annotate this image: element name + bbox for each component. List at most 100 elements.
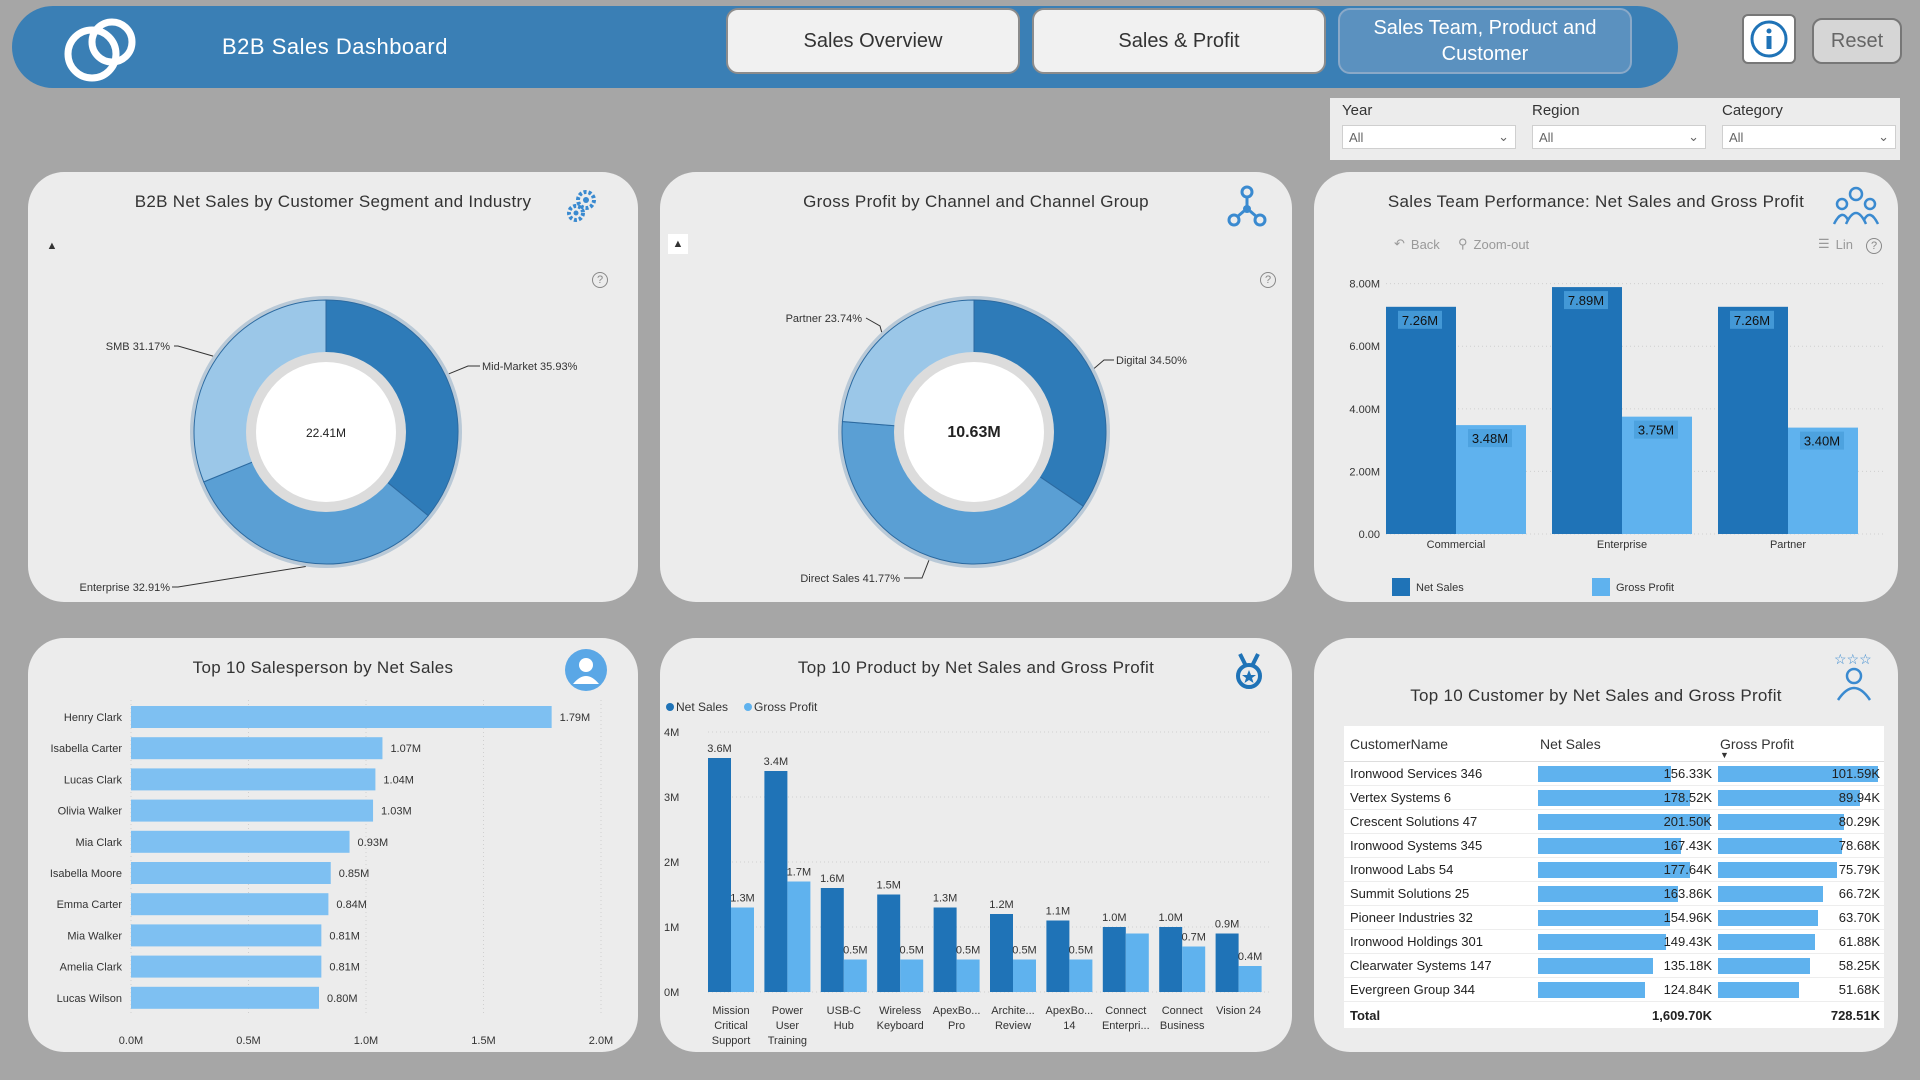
legend-label: Net Sales (676, 700, 728, 714)
net-sales-cell: 154.96K (1536, 908, 1716, 928)
net-sales-cell: 149.43K (1536, 932, 1716, 952)
data-label: 1.1M (1046, 906, 1070, 918)
card-title: Top 10 Product by Net Sales and Gross Pr… (797, 658, 1155, 677)
y-tick-label: Lucas Wilson (57, 993, 122, 1005)
net-sales-cell: 135.18K (1536, 956, 1716, 976)
column-header-customer[interactable]: CustomerName (1350, 735, 1449, 752)
table-row[interactable]: Ironwood Services 346 156.33K 101.59K (1344, 762, 1884, 786)
table-row[interactable]: Ironwood Systems 345 167.43K 78.68K (1344, 834, 1884, 858)
chevron-down-icon: ⌄ (1878, 129, 1889, 144)
data-label: 0.81M (329, 962, 360, 974)
x-tick-label: Vision 24 (1216, 1005, 1261, 1017)
zoom-out-button[interactable]: ⚲ Zoom-out (1458, 236, 1529, 252)
x-tick-label: 1.0M (354, 1035, 378, 1047)
customer-name: Clearwater Systems 147 (1350, 958, 1492, 973)
home-icon[interactable]: ▲ (668, 234, 688, 254)
region-select[interactable]: All ⌄ (1532, 125, 1706, 149)
data-label: 0.7M (1181, 932, 1205, 944)
help-icon[interactable]: ? (1260, 272, 1276, 288)
gross-profit-value: 63.70K (1838, 909, 1880, 925)
donut-slice-label: Mid-Market 35.93% (482, 361, 578, 373)
data-label: 0.81M (329, 930, 360, 942)
table-row[interactable]: Vertex Systems 6 178.52K 89.94K (1344, 786, 1884, 810)
customer-name: Evergreen Group 344 (1350, 982, 1476, 997)
category-select-value: All (1729, 129, 1744, 145)
bar (131, 893, 329, 916)
column-header-net-sales[interactable]: Net Sales (1540, 735, 1601, 752)
x-tick-label: Enterpri... (1102, 1020, 1150, 1032)
donut-leader-line (172, 565, 306, 588)
customer-name: Ironwood Services 346 (1350, 766, 1483, 781)
nav-sales-team[interactable]: Sales Team, Product and Customer (1338, 8, 1632, 74)
table-row[interactable]: Ironwood Holdings 301 149.43K 61.88K (1344, 930, 1884, 954)
drill-back-button[interactable]: ↶ Back (1394, 236, 1440, 252)
category-filter: Category All ⌄ (1710, 98, 1896, 149)
bar (843, 959, 867, 992)
gross-profit-cell: 66.72K (1716, 884, 1884, 904)
x-tick-label: Review (995, 1020, 1031, 1032)
x-tick-label: 1.5M (471, 1035, 495, 1047)
gross-profit-bar (1718, 837, 1842, 854)
x-tick-label: Support (712, 1035, 751, 1047)
home-icon[interactable]: ▲ (46, 240, 58, 252)
customer-name: Ironwood Systems 345 (1350, 838, 1483, 853)
net-sales-bar (1538, 789, 1691, 806)
x-tick-label: Commercial (1427, 539, 1486, 551)
reset-button[interactable]: Reset (1812, 18, 1902, 64)
help-icon[interactable]: ? (592, 272, 608, 288)
legend-swatch (666, 703, 674, 711)
category-select[interactable]: All ⌄ (1722, 125, 1896, 149)
scale-toggle[interactable]: ☰ Lin (1818, 236, 1853, 252)
gross-profit-value: 58.25K (1838, 957, 1880, 973)
team-bar-chart: 0.00 2.00M 4.00M 6.00M 8.00M 7.26M 3.48M Commer… (1349, 279, 1884, 596)
bar (131, 955, 322, 978)
net-sales-bar (1538, 885, 1678, 902)
nav-sales-overview[interactable]: Sales Overview (726, 8, 1020, 74)
year-select[interactable]: All ⌄ (1342, 125, 1516, 149)
x-tick-label: 2.0M (589, 1035, 613, 1047)
x-tick-label: Pro (948, 1020, 965, 1032)
x-tick-label: Connect (1162, 1005, 1203, 1017)
gross-profit-cell: 63.70K (1716, 908, 1884, 928)
donut-slice-label: SMB 31.17% (106, 341, 170, 353)
y-tick-label: Isabella Moore (50, 868, 122, 880)
company-logo (52, 8, 154, 90)
data-label: 1.03M (381, 806, 412, 818)
team-performance-card: Sales Team Performance: Net Sales and Gr… (1314, 172, 1898, 602)
table-row[interactable]: Pioneer Industries 32 154.96K 63.70K (1344, 906, 1884, 930)
x-tick-label: Connect (1105, 1005, 1146, 1017)
donut-leader-line (448, 365, 480, 375)
nav-sales-profit[interactable]: Sales & Profit (1032, 8, 1326, 74)
donut-center-value: 10.63M (947, 424, 1000, 441)
segment-donut-chart: Mid-Market 35.93% Enterprise 32.91% SMB 31… (80, 296, 578, 594)
segment-donut-card: B2B Net Sales by Customer Segment and In… (28, 172, 638, 602)
donut-slice-label: Direct Sales 41.77% (800, 573, 900, 585)
back-arrow-icon: ↶ (1394, 236, 1405, 251)
table-row[interactable]: Clearwater Systems 147 135.18K 58.25K (1344, 954, 1884, 978)
x-tick-label: Keyboard (877, 1020, 924, 1032)
net-sales-value: 178.52K (1663, 789, 1712, 805)
table-row[interactable]: Ironwood Labs 54 177.64K 75.79K (1344, 858, 1884, 882)
card-title: Top 10 Salesperson by Net Sales (192, 658, 454, 677)
donut-leader-line (904, 560, 930, 579)
info-button[interactable] (1742, 14, 1796, 64)
medal-icon (1234, 652, 1264, 697)
y-tick-label: 1M (664, 922, 679, 934)
gross-profit-cell: 75.79K (1716, 860, 1884, 880)
x-tick-label: Partner (1770, 539, 1806, 551)
table-row[interactable]: Crescent Solutions 47 201.50K 80.29K (1344, 810, 1884, 834)
total-net-sales: 1,609.70K (1652, 1007, 1712, 1023)
help-icon[interactable]: ? (1866, 238, 1882, 254)
table-row[interactable]: Summit Solutions 25 163.86K 66.72K (1344, 882, 1884, 906)
net-sales-bar (1538, 861, 1690, 878)
table-row[interactable]: Evergreen Group 344 124.84K 51.68K (1344, 978, 1884, 1002)
x-tick-label: Wireless (879, 1005, 922, 1017)
net-sales-bar (1538, 957, 1654, 974)
gross-profit-value: 78.68K (1838, 837, 1880, 853)
bar (1159, 927, 1183, 992)
card-title: B2B Net Sales by Customer Segment and In… (134, 192, 532, 211)
app-title: B2B Sales Dashboard (222, 34, 448, 59)
customer-name: Ironwood Holdings 301 (1350, 934, 1483, 949)
column-header-gross-profit[interactable]: Gross Profit ▼ (1716, 736, 1884, 760)
net-sales-bar (1538, 837, 1681, 854)
